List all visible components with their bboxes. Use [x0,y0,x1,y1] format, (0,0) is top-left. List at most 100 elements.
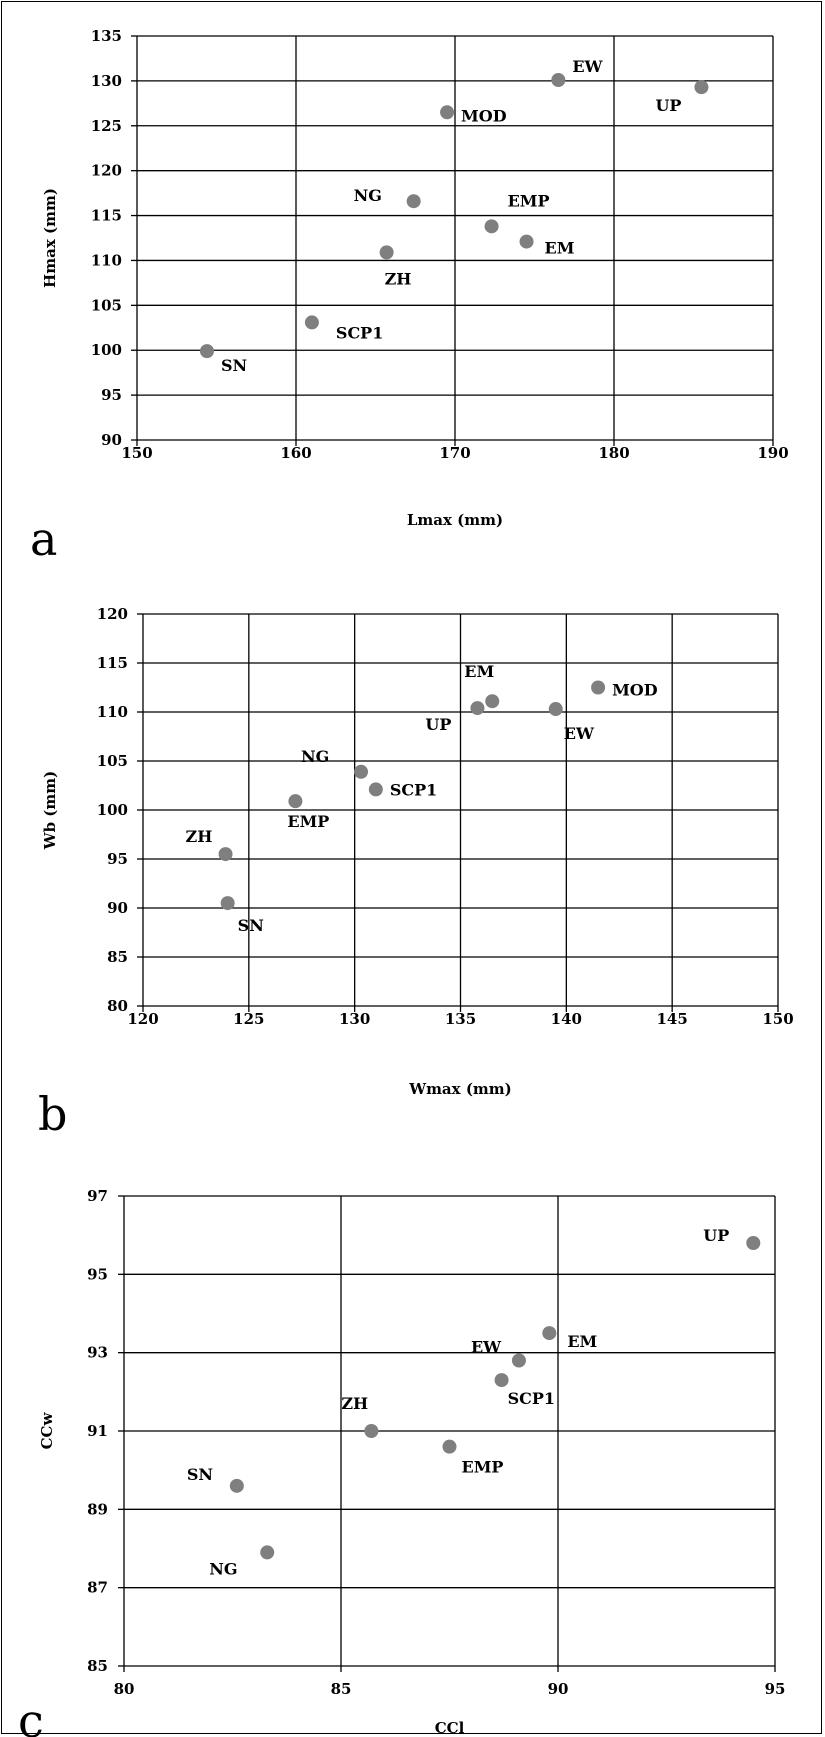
panel-b-point-scp1 [368,782,383,797]
panel-c-y-axis-title: CCw [38,1412,56,1450]
panel-a-point-label-ng: NG [354,186,382,205]
panel-c-letter: c [18,1694,44,1737]
panel-b-point-zh [218,847,233,862]
panel-a-point-label-zh: ZH [385,269,412,288]
panel-a-point-up [694,80,709,95]
panel-b-y-axis-title: Wb (mm) [41,771,59,851]
panel-a-x-tick-label: 170 [439,444,470,462]
panel-a-y-tick-label: 130 [91,72,122,90]
panel-b-x-tick-label: 150 [762,1010,793,1028]
panel-b-point-label-ng: NG [301,747,329,766]
panel-c-y-tick-label: 87 [87,1579,108,1597]
panel-a-point-zh [379,245,394,260]
panel-c-y-tick-label: 85 [87,1657,108,1675]
panel-a-letter: a [30,512,57,566]
panel-b-point-em [485,694,500,709]
panel-b-point-sn [220,896,235,911]
panel-a-point-em [519,234,534,249]
panel-a-point-ng [406,194,421,209]
panel-b-x-tick-label: 135 [445,1010,476,1028]
panel-b-y-tick-label: 100 [97,801,128,819]
panel-a-point-label-scp1: SCP1 [336,323,383,342]
panel-a-y-tick-label: 100 [91,341,122,359]
panel-c-x-tick-label: 80 [114,1680,135,1698]
panel-b-point-emp [288,794,303,809]
panel-c-y-tick-label: 93 [87,1344,108,1362]
panel-a-point-label-up: UP [655,96,681,115]
panel-b-point-label-zh: ZH [186,827,213,846]
panel-c-y-tick-label: 91 [87,1422,108,1440]
panel-a-point-label-emp: EMP [508,191,550,210]
panel-b-point-up [470,701,485,716]
panel-b-point-ng [354,764,369,779]
panel-b-y-tick-label: 95 [107,850,128,868]
panel-a-point-label-sn: SN [221,356,247,375]
panel-b-x-axis-title: Wmax (mm) [408,1080,512,1098]
panel-b-y-tick-label: 80 [107,997,128,1015]
panel-b-letter: b [38,1087,67,1141]
panel-c-x-tick-label: 95 [765,1680,786,1698]
panel-a-y-tick-label: 125 [91,117,122,135]
panel-c-x-tick-label: 85 [331,1680,352,1698]
panel-a-x-tick-label: 150 [121,444,152,462]
panel-c-point-emp [442,1439,457,1454]
panel-b-x-tick-label: 120 [127,1010,158,1028]
panel-a-x-tick-label: 180 [598,444,629,462]
panel-c-point-label-ng: NG [209,1559,237,1578]
panel-b-point-label-ew: EW [564,724,595,743]
panel-c-point-ng [260,1545,275,1560]
panel-a-y-tick-label: 110 [91,251,122,269]
panel-b-point-label-sn: SN [238,916,264,935]
panel-c-point-label-emp: EMP [462,1458,504,1477]
panel-b-y-tick-label: 115 [97,654,128,672]
panel-a-point-scp1 [304,315,319,330]
panel-a-y-tick-label: 135 [91,27,122,45]
panel-b-point-label-up: UP [425,715,451,734]
panel-b-point-label-scp1: SCP1 [390,780,437,799]
panel-c-point-label-up: UP [703,1226,729,1245]
panel-b-point-label-emp: EMP [287,812,329,831]
panel-a-y-tick-label: 105 [91,296,122,314]
panel-c-x-axis-title: CCl [435,1719,465,1737]
panel-c-point-em [542,1326,557,1341]
panel-b-x-tick-label: 125 [233,1010,264,1028]
panel-b-y-tick-label: 105 [97,752,128,770]
panel-c-point-label-em: EM [567,1332,597,1351]
panel-b-y-tick-label: 85 [107,948,128,966]
panel-a-point-label-ew: EW [572,57,603,76]
panel-c-point-label-scp1: SCP1 [508,1389,555,1408]
panel-a-y-axis-title: Hmax (mm) [41,188,59,288]
panel-c-point-label-zh: ZH [341,1394,368,1413]
panel-a-y-tick-label: 90 [101,431,122,449]
panel-b-point-ew [548,702,563,717]
panel-c-point-up [746,1236,761,1250]
panel-a-x-axis-title: Lmax (mm) [407,511,503,529]
panel-c-x-tick-label: 90 [548,1680,569,1698]
panel-b-x-tick-label: 140 [551,1010,582,1028]
panel-a-y-tick-label: 115 [91,207,122,225]
panel-a-point-label-mod: MOD [461,106,507,125]
panel-c-point-zh [364,1424,379,1438]
panel-b-point-label-mod: MOD [612,681,658,700]
panel-a-y-tick-label: 95 [101,386,122,404]
panel-b-point-mod [591,680,606,695]
panel-c-point-scp1 [494,1373,509,1388]
panel-c-y-tick-label: 89 [87,1500,108,1518]
panel-b-y-tick-label: 110 [97,703,128,721]
panel-b-y-tick-label: 90 [107,899,128,917]
panel-c-point-label-sn: SN [187,1465,213,1484]
panel-a-point-mod [440,105,455,120]
panel-a-point-sn [199,344,214,359]
panel-a-x-tick-label: 160 [280,444,311,462]
panel-c-y-tick-label: 95 [87,1265,108,1283]
panel-a-point-ew [551,72,566,87]
panel-a-y-tick-label: 120 [91,162,122,180]
panel-a-x-tick-label: 190 [757,444,788,462]
panel-a-point-label-em: EM [545,239,575,258]
panel-c-point-sn [229,1478,244,1493]
panel-b-x-tick-label: 145 [657,1010,688,1028]
panel-c-point-ew [511,1353,526,1368]
panel-b-point-label-em: EM [464,662,494,681]
